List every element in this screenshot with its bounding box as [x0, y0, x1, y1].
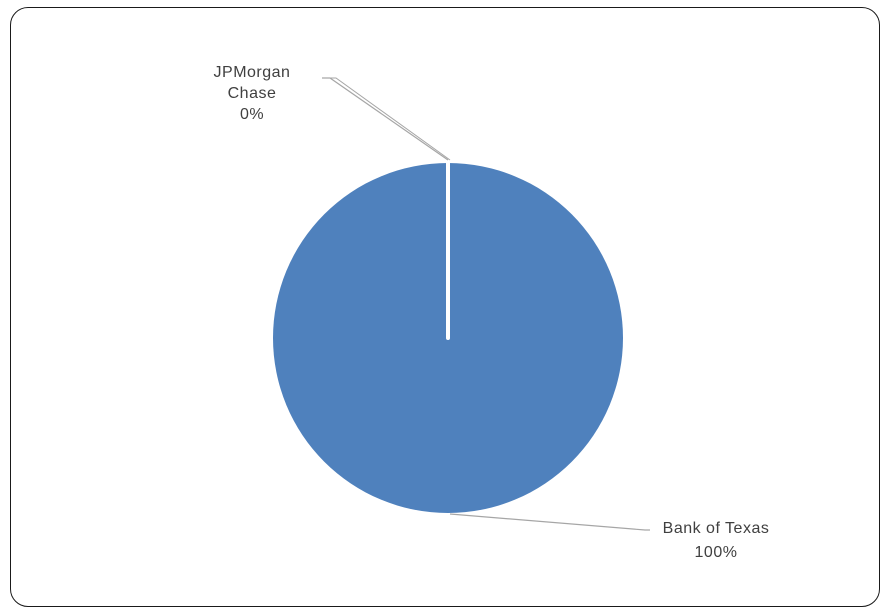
- data-label-jpmorgan-chase: JPMorgan Chase 0%: [204, 62, 300, 125]
- leader-line-jpmorgan-chase-inner: [330, 77, 451, 161]
- data-label-bank-of-texas-name: Bank of Texas: [662, 520, 770, 537]
- leader-line-bank-of-texas: [449, 513, 650, 531]
- data-label-jpmorgan-name-line2: Chase: [227, 85, 277, 102]
- pie-slices: [273, 161, 623, 513]
- leader-line-jpmorgan-chase: [322, 77, 449, 161]
- data-label-jpmorgan-name-line1: JPMorgan: [213, 64, 291, 81]
- pie-chart: [273, 77, 650, 531]
- data-label-bank-of-texas-percent: 100%: [694, 544, 738, 561]
- data-label-jpmorgan-percent: 0%: [239, 106, 265, 123]
- data-label-bank-of-texas: Bank of Texas 100%: [648, 519, 784, 563]
